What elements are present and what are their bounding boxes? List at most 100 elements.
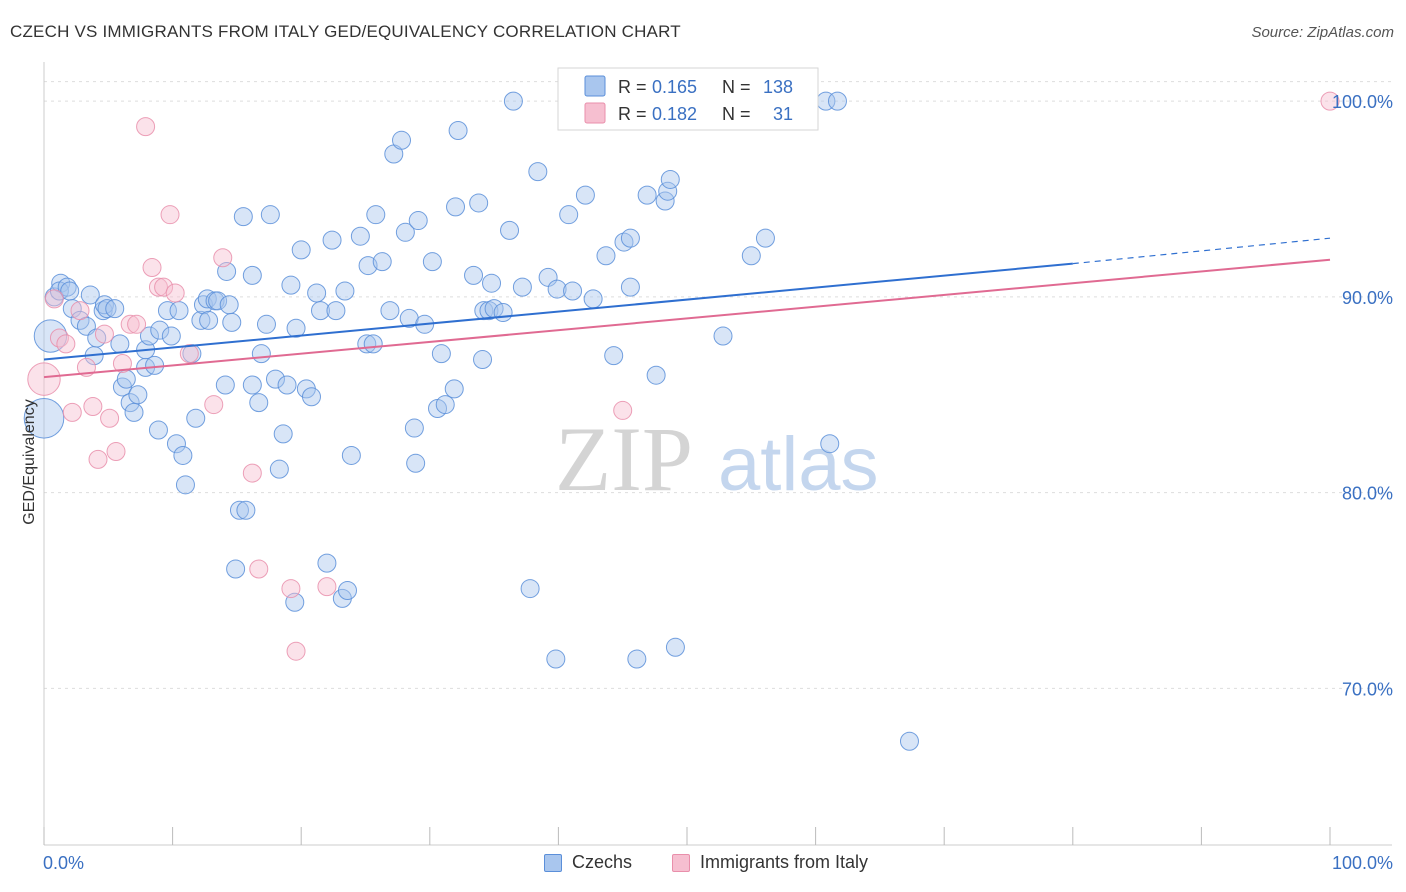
point-czechs <box>820 434 840 454</box>
point-italy <box>142 258 162 278</box>
point-czechs <box>546 649 566 669</box>
data-points <box>23 91 1340 751</box>
legend-n-label-italy: N = <box>722 104 751 124</box>
point-czechs <box>139 326 159 346</box>
point-italy <box>213 248 233 268</box>
point-czechs <box>281 275 301 295</box>
point-czechs <box>422 252 442 272</box>
point-czechs <box>256 314 276 334</box>
point-czechs <box>173 445 193 465</box>
point-italy <box>179 344 199 364</box>
point-czechs <box>124 402 144 422</box>
legend-swatch-czechs-bottom <box>544 853 562 872</box>
point-czechs <box>665 637 685 657</box>
point-czechs <box>249 393 269 413</box>
point-czechs <box>116 369 136 389</box>
point-czechs <box>322 230 342 250</box>
watermark-zip: ZIP <box>555 408 693 510</box>
point-czechs <box>637 185 657 205</box>
point-czechs <box>226 559 246 579</box>
legend-n-value-czechs: 138 <box>763 77 793 97</box>
point-czechs <box>236 500 256 520</box>
watermark-atlas: atlas <box>718 422 879 507</box>
point-czechs <box>128 385 148 405</box>
point-czechs <box>157 301 177 321</box>
point-italy <box>165 283 185 303</box>
point-czechs <box>547 279 567 299</box>
point-czechs <box>404 418 424 438</box>
point-czechs <box>222 312 242 332</box>
point-czechs <box>341 445 361 465</box>
y-tick-label: 80.0% <box>1342 484 1393 504</box>
chart-title: CZECH VS IMMIGRANTS FROM ITALY GED/EQUIV… <box>10 22 681 41</box>
point-czechs <box>166 434 186 454</box>
point-czechs <box>191 310 211 330</box>
point-czechs <box>150 320 170 340</box>
point-czechs <box>105 299 125 319</box>
point-czechs <box>406 453 426 473</box>
point-czechs <box>620 277 640 297</box>
legend-top: R = 0.165 N = 138 R = 0.182 N = 31 <box>557 67 819 131</box>
legend-item-italy: Immigrants from Italy <box>672 852 868 873</box>
point-czechs <box>186 408 206 428</box>
point-czechs <box>503 91 523 111</box>
point-czechs <box>493 303 513 323</box>
point-italy <box>94 324 114 344</box>
x-tick-label-max: 100.0% <box>1332 853 1393 873</box>
point-czechs <box>260 205 280 225</box>
point-czechs <box>148 420 168 440</box>
legend-swatch-italy <box>584 102 606 124</box>
legend-item-czechs: Czechs <box>544 852 632 873</box>
point-italy <box>160 205 180 225</box>
trend-line-czechs <box>43 262 1073 361</box>
trend-line-italy <box>43 258 1331 379</box>
point-czechs <box>627 649 647 669</box>
x-tick-label-min: 0.0% <box>43 853 84 873</box>
trend-line-czechs-extension <box>1072 237 1331 265</box>
point-italy <box>27 362 61 396</box>
y-tick-label: 90.0% <box>1342 288 1393 308</box>
axes <box>43 62 1392 846</box>
source-label: Source: ZipAtlas.com <box>1251 24 1394 41</box>
point-czechs <box>713 326 733 346</box>
trend-lines <box>43 237 1331 379</box>
point-czechs <box>110 334 130 354</box>
point-czechs <box>559 205 579 225</box>
point-italy <box>154 277 174 297</box>
point-czechs <box>145 355 165 375</box>
y-axis-label: GED/Equivalency <box>21 399 38 524</box>
point-czechs <box>326 301 346 321</box>
point-czechs <box>291 240 311 260</box>
point-czechs <box>372 252 392 272</box>
point-czechs <box>301 387 321 407</box>
point-italy <box>286 641 306 661</box>
point-czechs <box>827 91 847 111</box>
point-czechs <box>392 130 412 150</box>
point-czechs <box>563 281 583 301</box>
point-italy <box>281 579 301 599</box>
point-italy <box>106 442 126 462</box>
point-italy <box>62 402 82 422</box>
point-czechs <box>583 289 603 309</box>
point-czechs <box>473 350 493 370</box>
point-czechs <box>395 222 415 242</box>
legend-bottom: Czechs Immigrants from Italy <box>0 852 1406 876</box>
point-italy <box>83 397 103 417</box>
point-czechs <box>444 379 464 399</box>
legend-swatch-czechs <box>584 75 606 97</box>
legend-n-value-italy: 31 <box>773 104 793 124</box>
point-czechs <box>175 475 195 495</box>
point-czechs <box>23 397 65 439</box>
point-italy <box>317 577 337 597</box>
legend-swatch-italy-bottom <box>672 853 690 872</box>
point-italy <box>204 395 224 415</box>
point-czechs <box>350 226 370 246</box>
point-czechs <box>273 424 293 444</box>
point-czechs <box>366 205 386 225</box>
point-czechs <box>229 500 249 520</box>
point-czechs <box>620 228 640 248</box>
point-czechs <box>233 207 253 227</box>
point-czechs <box>899 731 919 751</box>
point-czechs <box>469 193 489 213</box>
point-czechs <box>265 369 285 389</box>
